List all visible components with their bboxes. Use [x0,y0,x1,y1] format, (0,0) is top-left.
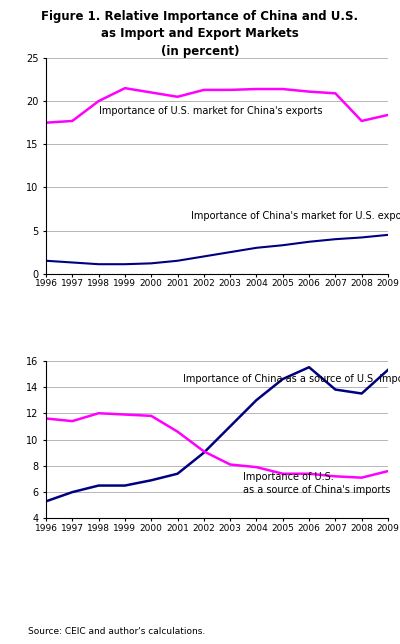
Text: (in percent): (in percent) [161,45,239,58]
Legend: U.S. Imports to China as a share of total U.S. Imports, China's Imports to U.S. : U.S. Imports to China as a share of tota… [49,550,375,587]
Text: as Import and Export Markets: as Import and Export Markets [101,27,299,40]
Text: Importance of China as a source of U.S. imports: Importance of China as a source of U.S. … [183,374,400,384]
Text: Figure 1. Relative Importance of China and U.S.: Figure 1. Relative Importance of China a… [42,10,358,23]
Text: Source: CEIC and author's calculations.: Source: CEIC and author's calculations. [28,627,205,636]
Legend: U.S. Exports to China as a share of total U.S. Exports, China's Exports to U.S. : U.S. Exports to China as a share of tota… [50,301,374,337]
Text: Importance of U.S.
as a source of China's imports: Importance of U.S. as a source of China'… [243,472,391,495]
Text: Importance of U.S. market for China's exports: Importance of U.S. market for China's ex… [99,106,322,116]
Text: Importance of China's market for U.S. exports: Importance of China's market for U.S. ex… [191,211,400,222]
